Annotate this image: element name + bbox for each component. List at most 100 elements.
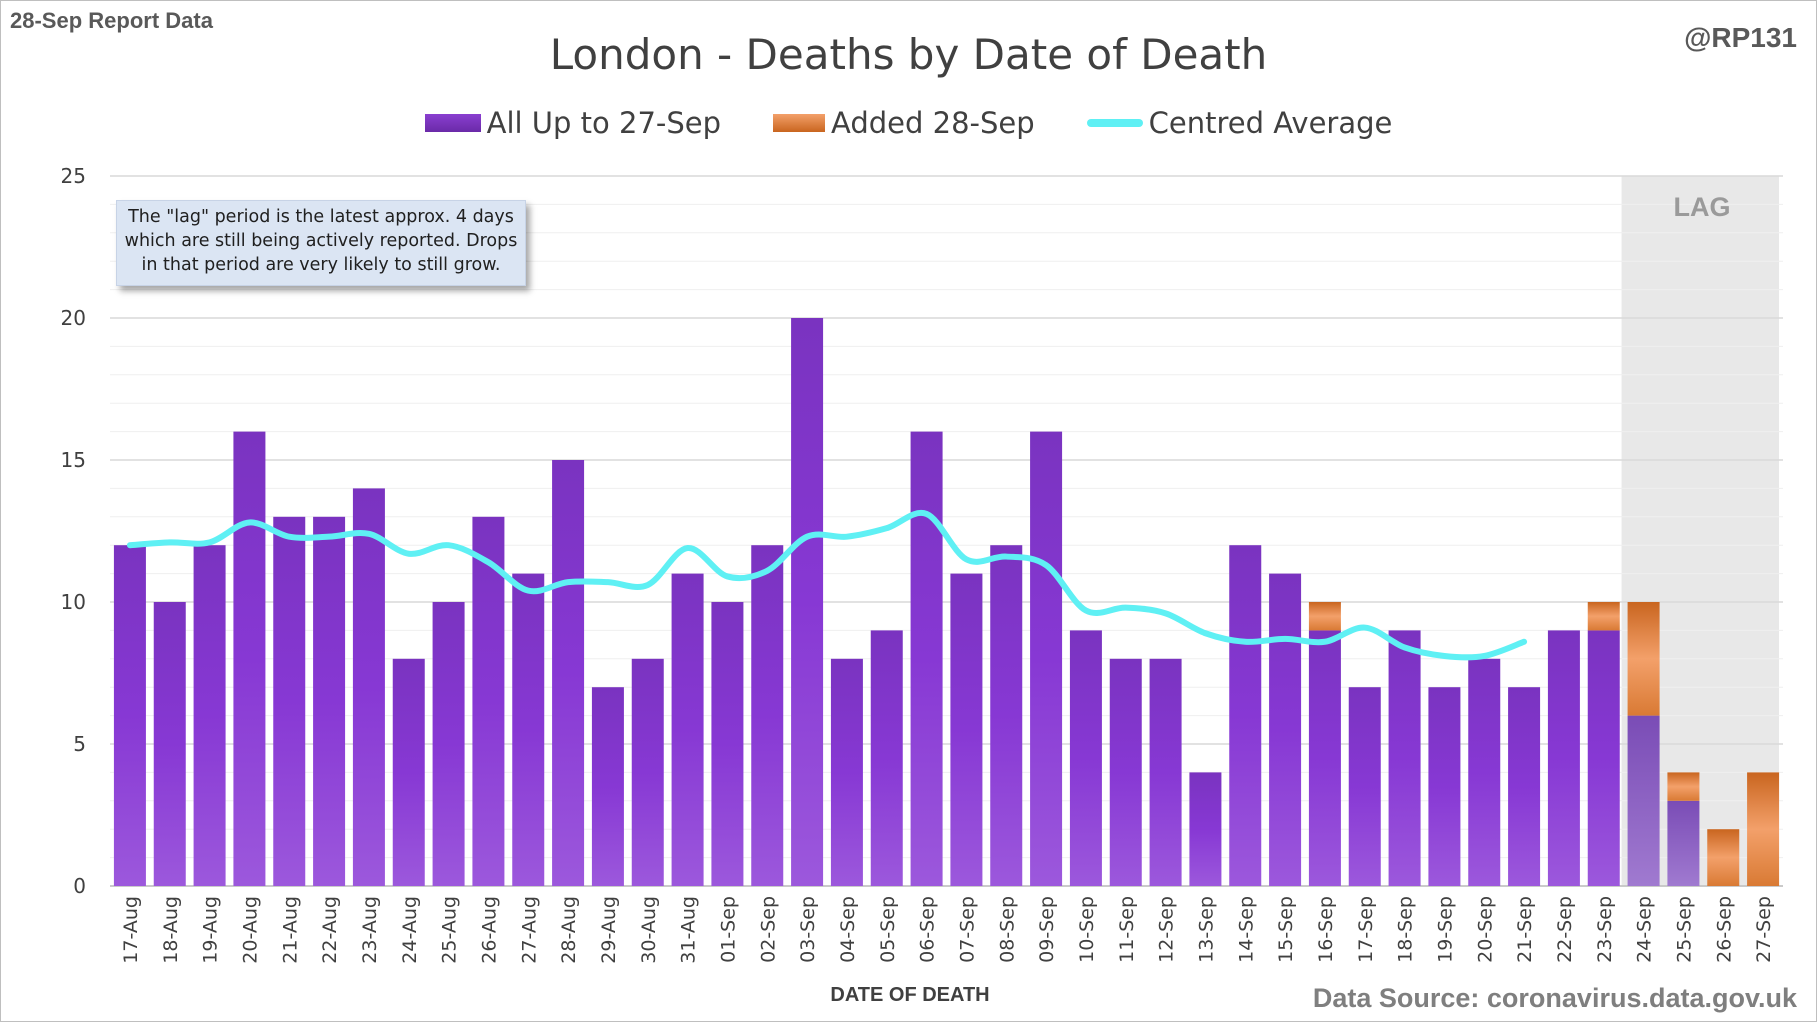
legend-label-centred-average: Centred Average <box>1148 106 1393 140</box>
bar-all-up-to <box>1667 800 1700 886</box>
bar-all-up-to <box>990 545 1023 886</box>
bar-all-up-to <box>1547 630 1580 886</box>
bar-all-up-to <box>711 602 744 886</box>
legend-swatch-purple <box>424 114 481 132</box>
y-tick-label: 5 <box>73 732 86 756</box>
bar-all-up-to <box>352 488 385 886</box>
bar-all-up-to <box>1189 772 1222 886</box>
x-tick-label: 17-Sep <box>1355 896 1377 963</box>
x-tick-label: 09-Sep <box>1036 896 1058 963</box>
bar-all-up-to <box>631 658 664 886</box>
x-tick-label: 27-Aug <box>518 896 540 964</box>
x-tick-label: 25-Aug <box>439 896 461 964</box>
bar-all-up-to <box>1069 630 1102 886</box>
bar-all-up-to <box>791 318 824 886</box>
bar-all-up-to <box>1388 630 1421 886</box>
x-tick-label: 24-Aug <box>399 896 421 964</box>
x-tick-label: 15-Sep <box>1275 896 1297 963</box>
lag-label: LAG <box>1673 192 1731 222</box>
x-tick-label: 26-Sep <box>1713 896 1735 963</box>
x-tick-label: 23-Sep <box>1594 896 1616 963</box>
legend-item-added: Added 28-Sep <box>773 106 1035 140</box>
x-tick-label: 03-Sep <box>797 896 819 963</box>
y-axis-ticks: 0 5 10 15 20 25 <box>61 164 86 898</box>
x-tick-label: 08-Sep <box>996 896 1018 963</box>
x-tick-label: 31-Aug <box>678 896 700 964</box>
x-tick-label: 18-Aug <box>160 896 182 964</box>
centred-average-line <box>126 509 1528 661</box>
bar-all-up-to <box>472 516 505 886</box>
x-tick-label: 17-Aug <box>120 896 142 964</box>
bar-all-up-to <box>950 573 983 886</box>
bar-all-up-to <box>1109 658 1142 886</box>
x-tick-label: 16-Sep <box>1315 896 1337 963</box>
legend-label-all-up-to: All Up to 27-Sep <box>486 106 722 140</box>
bar-all-up-to <box>512 573 545 886</box>
bar-all-up-to <box>671 573 704 886</box>
x-tick-label: 25-Sep <box>1673 896 1695 963</box>
lag-note-line-2: which are still being actively reported.… <box>124 231 518 251</box>
x-tick-label: 20-Aug <box>239 896 261 964</box>
x-tick-label: 24-Sep <box>1634 896 1656 963</box>
chart-legend: All Up to 27-Sep Added 28-Sep Centred Av… <box>0 106 1817 140</box>
x-tick-label: 28-Aug <box>558 896 580 964</box>
y-tick-label: 20 <box>61 306 86 330</box>
x-tick-label: 19-Aug <box>200 896 222 964</box>
bar-all-up-to <box>233 431 266 886</box>
bar-all-up-to <box>591 687 624 886</box>
bar-all-up-to <box>193 545 226 886</box>
bar-all-up-to <box>1030 431 1063 886</box>
x-axis-ticks: 17-Aug 18-Aug 19-Aug 20-Aug 21-Aug 22-Aug 23-A… <box>120 896 1775 964</box>
lag-note-box: The "lag" period is the latest approx. 4… <box>116 200 526 286</box>
chart-title: London - Deaths by Date of Death <box>549 30 1268 79</box>
x-tick-label: 18-Sep <box>1395 896 1417 963</box>
line-layer <box>126 509 1528 661</box>
legend-swatch-orange <box>773 114 826 132</box>
bar-added <box>1667 772 1700 801</box>
x-tick-label: 13-Sep <box>1195 896 1217 963</box>
x-tick-label: 02-Sep <box>757 896 779 963</box>
lag-note-line-3: in that period are very likely to still … <box>141 255 501 275</box>
lag-note-line-1: The "lag" period is the latest approx. 4… <box>128 207 514 227</box>
bar-all-up-to <box>910 431 943 886</box>
x-tick-label: 12-Sep <box>1156 896 1178 963</box>
x-tick-label: 22-Aug <box>319 896 341 964</box>
x-tick-label: 29-Aug <box>598 896 620 964</box>
bar-all-up-to <box>1508 687 1541 886</box>
x-tick-label: 01-Sep <box>717 896 739 963</box>
x-tick-label: 27-Sep <box>1753 896 1775 963</box>
x-tick-label: 14-Sep <box>1235 896 1257 963</box>
bar-all-up-to <box>1587 630 1620 886</box>
bar-all-up-to <box>1468 658 1501 886</box>
x-tick-label: 11-Sep <box>1116 896 1138 963</box>
bar-all-up-to <box>153 602 186 886</box>
x-tick-label: 04-Sep <box>837 896 859 963</box>
y-tick-label: 0 <box>73 874 86 898</box>
legend-item-all-up-to: All Up to 27-Sep <box>424 106 722 140</box>
bar-all-up-to <box>1348 687 1381 886</box>
x-tick-label: 05-Sep <box>877 896 899 963</box>
legend-item-centred-average: Centred Average <box>1086 106 1393 140</box>
bar-added <box>1308 602 1341 631</box>
report-label: 28-Sep Report Data <box>10 8 213 33</box>
bar-all-up-to <box>1149 658 1182 886</box>
bar-added <box>1707 829 1740 886</box>
x-tick-label: 30-Aug <box>638 896 660 964</box>
bar-added <box>1587 602 1620 631</box>
bar-all-up-to <box>830 658 863 886</box>
bar-all-up-to <box>1428 687 1461 886</box>
legend-swatch-line <box>1086 119 1143 127</box>
bar-all-up-to <box>870 630 903 886</box>
x-tick-label: 22-Sep <box>1554 896 1576 963</box>
bar-all-up-to <box>1229 545 1262 886</box>
x-tick-label: 19-Sep <box>1434 896 1456 963</box>
x-tick-label: 26-Aug <box>478 896 500 964</box>
x-tick-label: 21-Aug <box>279 896 301 964</box>
bar-all-up-to <box>552 460 585 886</box>
bar-all-up-to <box>113 545 146 886</box>
x-tick-label: 06-Sep <box>917 896 939 963</box>
y-tick-label: 25 <box>61 164 86 188</box>
grid-layer <box>110 175 1783 887</box>
x-tick-label: 07-Sep <box>956 896 978 963</box>
